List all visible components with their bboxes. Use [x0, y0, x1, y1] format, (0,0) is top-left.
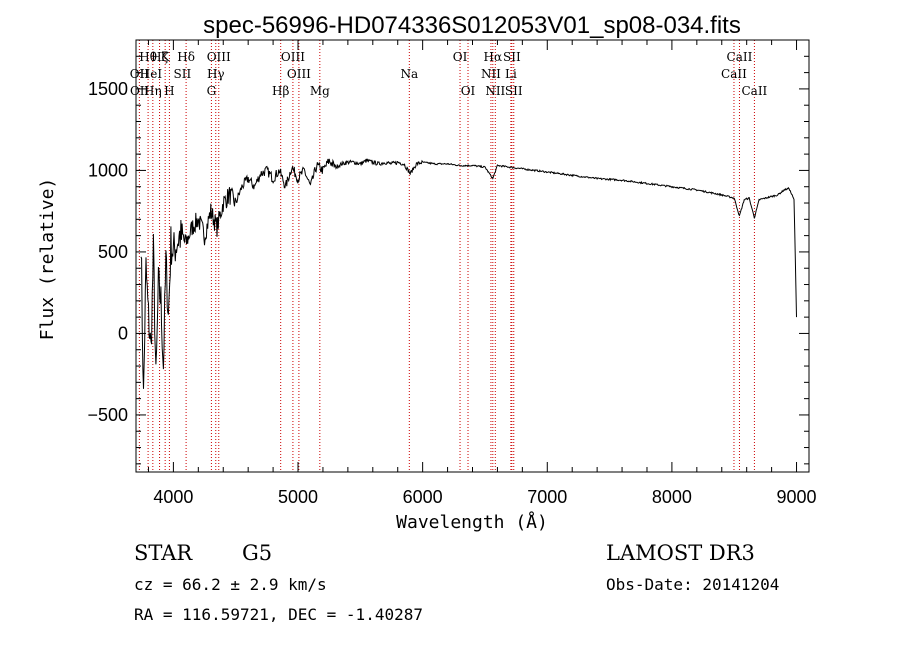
line-label: Li [505, 67, 517, 81]
line-label: Hη [144, 84, 162, 98]
line-label: OII [130, 84, 150, 98]
redshift-text: cz = 66.2 ± 2.9 km/s [134, 575, 327, 594]
line-label: CaII [727, 50, 753, 64]
y-tick-label: 1500 [88, 79, 128, 99]
survey-name: LAMOST DR3 [606, 541, 755, 565]
x-axis-ticks: 4000 5000 6000 7000 8000 9000 [147, 40, 817, 507]
line-label: CaII [721, 67, 747, 81]
x-axis-label: Wavelength (Å) [396, 511, 548, 533]
line-label: Hγ [207, 67, 225, 81]
line-label: CaII [741, 84, 767, 98]
line-label: Hζ [151, 50, 168, 64]
y-tick-label: 0 [118, 323, 128, 343]
line-label: K [161, 50, 171, 64]
line-label: Hθ [139, 50, 157, 64]
y-tick-label: 1000 [88, 160, 128, 180]
line-label: Hβ [272, 84, 289, 98]
line-label: SII [174, 67, 192, 81]
chart-title: spec-56996-HD074336S012053V01_sp08-034.f… [203, 12, 741, 39]
object-class: STAR [134, 541, 193, 565]
line-label: OIII [207, 50, 231, 64]
x-tick-label: 5000 [278, 487, 318, 507]
line-label: H [164, 84, 174, 98]
line-label: G [207, 84, 217, 98]
y-tick-label: 500 [98, 242, 128, 262]
line-label: NII [481, 67, 501, 81]
line-label: Mg [310, 84, 330, 98]
x-tick-label: 9000 [777, 487, 817, 507]
y-axis-label: Flux (relative) [37, 178, 58, 341]
x-tick-label: 8000 [652, 487, 692, 507]
line-label: OIII [287, 67, 311, 81]
line-label: SII [503, 50, 521, 64]
x-tick-label: 4000 [153, 487, 193, 507]
line-label: OIII [281, 50, 305, 64]
line-label: OI [461, 84, 476, 98]
object-subclass: G5 [242, 541, 272, 565]
line-label: HeI [140, 67, 163, 81]
coords-text: RA = 116.59721, DEC = -1.40287 [134, 605, 423, 624]
line-label: OII [130, 67, 150, 81]
line-label: Na [400, 67, 418, 81]
spectrum-line [140, 158, 797, 389]
obs-date-text: Obs-Date: 20141204 [606, 575, 779, 594]
plot-frame [135, 39, 810, 473]
y-axis-ticks: −500 0 500 1000 1500 [87, 39, 809, 465]
line-label: NII [485, 84, 505, 98]
line-label: Hδ [177, 50, 195, 64]
emission-line-markers [138, 40, 755, 472]
x-tick-label: 6000 [403, 487, 443, 507]
x-tick-label: 7000 [527, 487, 567, 507]
line-label: OI [453, 50, 468, 64]
line-label: SII [505, 84, 523, 98]
y-tick-label: −500 [87, 405, 128, 425]
line-label: Hα [484, 50, 503, 64]
